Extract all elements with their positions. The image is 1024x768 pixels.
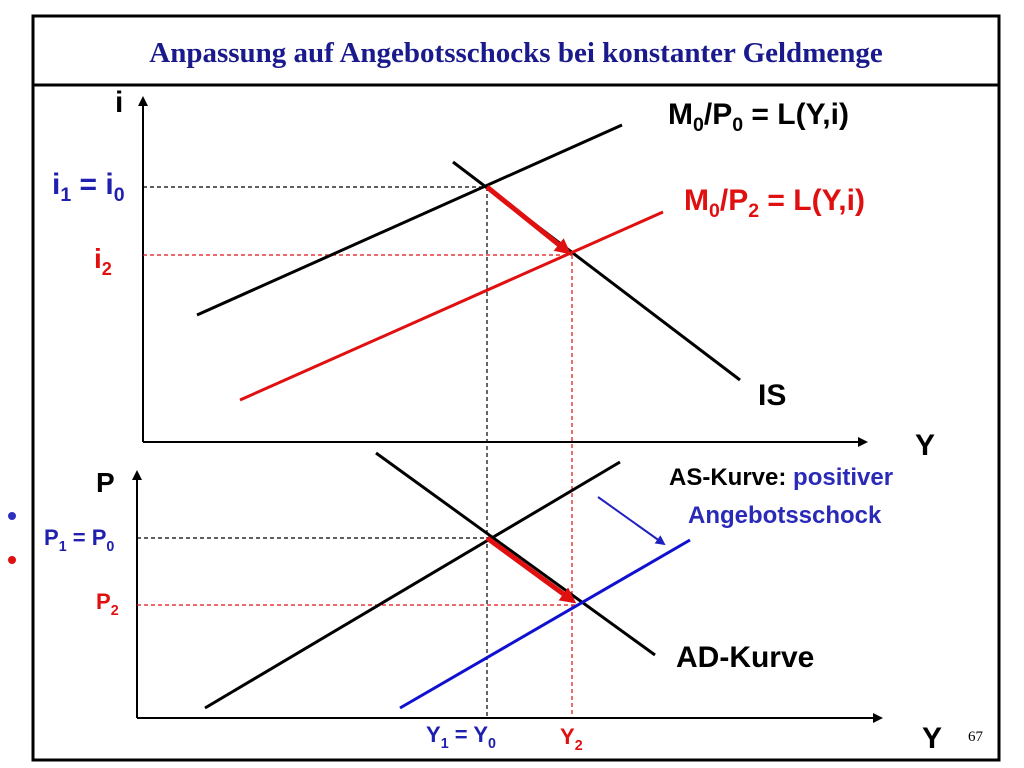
shock-arrow — [597, 496, 666, 546]
ad-label: AD-Kurve — [676, 641, 814, 674]
shift-arrow — [485, 535, 577, 604]
axis-label: Y — [915, 429, 935, 462]
as-label: AS-Kurve: positiver — [669, 464, 893, 491]
axis-label: i — [115, 86, 123, 119]
p-label: P2 — [96, 589, 119, 619]
title: Anpassung auf Angebotsschocks bei konsta… — [149, 37, 883, 69]
as-label: Angebotsschock — [688, 502, 882, 529]
lm-curve-new — [239, 210, 664, 402]
frame — [31, 14, 1001, 762]
axis-label: Y — [922, 722, 942, 755]
page-number: 67 — [968, 729, 984, 745]
is-label: IS — [758, 379, 786, 412]
axis-label: P — [96, 467, 115, 498]
bullet — [8, 512, 16, 520]
lm-curve — [196, 123, 623, 317]
i-label: i1 = i0 — [52, 168, 125, 206]
lm-label: M0/P2 = L(Y,i) — [684, 184, 865, 222]
shift-arrow — [485, 185, 572, 255]
ad-curve — [375, 451, 656, 657]
i-label: i2 — [94, 243, 112, 279]
y-label: Y2 — [560, 724, 583, 754]
lm-label: M0/P0 = L(Y,i) — [668, 98, 849, 136]
p-label: P1 = P0 — [44, 525, 114, 555]
as-curve-new — [399, 538, 691, 710]
y-label: Y1 = Y0 — [426, 722, 496, 752]
bullet — [8, 556, 16, 564]
as-curve — [204, 460, 621, 710]
